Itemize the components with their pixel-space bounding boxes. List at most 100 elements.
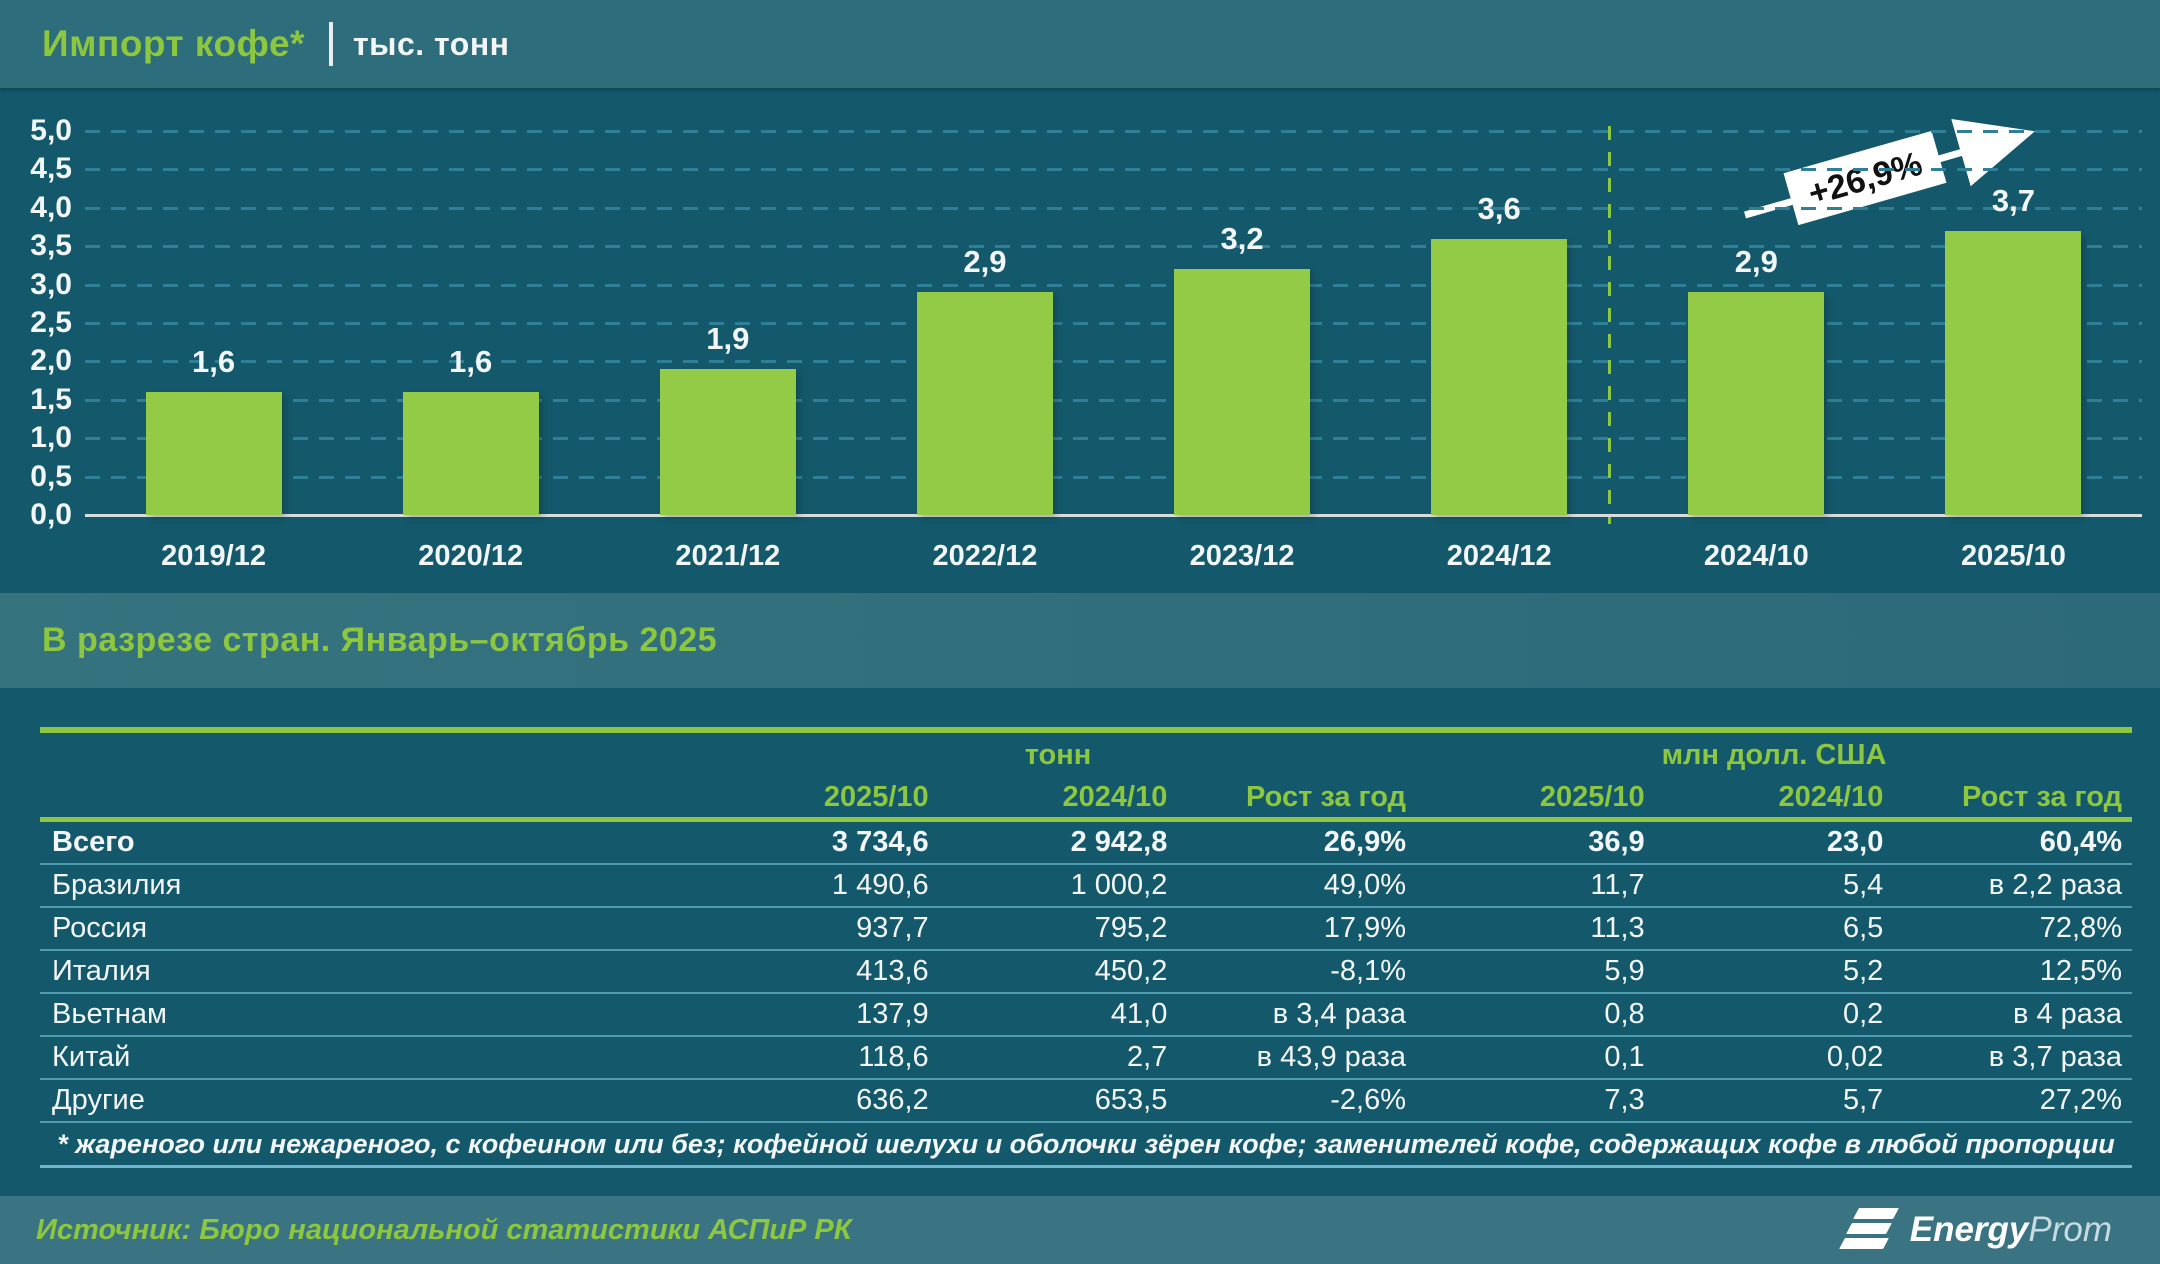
header-band: Импорт кофе* тыс. тонн: [0, 0, 2160, 88]
x-tick-label: 2025/10: [1961, 540, 2066, 572]
table-cell: 0,1: [1604, 1041, 1645, 1073]
bar-value-label: 2,9: [1734, 244, 1778, 280]
bar-slot: 1,9: [599, 131, 856, 515]
table-row-Китай: Китай 118,6 2,7 в 43,9 раза 0,1 0,02 в 3,7 раз…: [40, 1037, 2132, 1080]
row-label: Всего: [52, 826, 135, 858]
y-tick-label: 4,0: [30, 190, 72, 224]
table-cell: в 43,9 раза: [1256, 1041, 1406, 1073]
table-header-rule: [40, 817, 2132, 822]
gridline: [85, 283, 2142, 287]
bar-slot: 2,9: [856, 131, 1113, 515]
footer-band: Источник: Бюро национальной статистики А…: [0, 1196, 2160, 1264]
bar-slot: 2,9: [1628, 131, 1885, 515]
x-tick-label: 2024/10: [1703, 540, 1809, 572]
table-cell: 1 000,2: [1070, 869, 1168, 901]
table-cell: 41,0: [1110, 998, 1168, 1030]
table-cell: 653,5: [1094, 1084, 1168, 1116]
x-tick-label: 2023/12: [1189, 540, 1295, 572]
table-row-Россия: Россия 937,7 795,2 17,9% 11,3 6,5 72,8%: [40, 908, 2132, 951]
table-cell: 36,9: [1588, 826, 1645, 858]
table-cell: -2,6%: [1330, 1084, 1406, 1116]
row-label: Россия: [52, 912, 148, 944]
bar-slot: 3,6: [1371, 131, 1628, 515]
y-tick-label: 3,5: [30, 229, 72, 263]
y-tick-label: 2,5: [30, 306, 72, 339]
column-header: Рост за год: [1962, 780, 2122, 813]
row-label: Вьетнам: [52, 998, 167, 1030]
table-cell: 0,8: [1604, 998, 1645, 1030]
x-axis-labels: 2019/12 2020/12 2021/12 2022/12 2023/12 2024/…: [85, 540, 2142, 573]
table-cell: 11,3: [1590, 912, 1645, 944]
table-cell: -8,1%: [1330, 955, 1406, 987]
growth-arrow-annotation: +26,9%: [1744, 118, 2035, 226]
x-tick-label: 2024/12: [1446, 540, 1552, 572]
bar-value-label: 1,6: [192, 344, 236, 380]
table-cell: 17,9%: [1323, 912, 1406, 944]
y-tick-label: 1,0: [30, 421, 72, 455]
table-row-Вьетнам: Вьетнам 137,9 41,0 в 3,4 раза 0,8 0,2 в 4 раза: [40, 994, 2132, 1037]
group-header: тонн: [1024, 738, 1092, 771]
table-cell: 795,2: [1094, 912, 1168, 944]
logo-text-prom: Prom: [2028, 1210, 2112, 1249]
gridline: [85, 322, 2142, 325]
bar-2019/12: [145, 392, 282, 515]
table-cell: 72,8%: [2039, 912, 2122, 944]
table-cell: 6,5: [1843, 912, 1884, 944]
bar-slot: 1,6: [342, 131, 599, 515]
bar-value-label: 1,9: [706, 321, 750, 357]
table-cell: 636,2: [856, 1084, 929, 1116]
table-cell: 5,9: [1604, 955, 1645, 987]
growth-label-box: [1783, 130, 1947, 226]
section-title: В разрезе стран. Январь–октябрь 2025: [42, 621, 718, 659]
bar-2024/12: [1431, 238, 1568, 515]
bar-2022/12: [916, 292, 1053, 515]
table-group-header-row: тонн млн долл. США: [40, 733, 2132, 777]
table-row-Бразилия: Бразилия 1 490,6 1 000,2 49,0% 11,7 5,4 в 2,2 …: [40, 865, 2132, 908]
table-cell: 26,9%: [1323, 826, 1406, 858]
gridline: [85, 206, 2142, 210]
table-cell: 5,7: [1843, 1084, 1884, 1116]
table-cell: в 4 раза: [2012, 998, 2122, 1030]
table-row-Всего: Всего 3 734,6 2 942,8 26,9% 36,9 23,0 60,4%: [40, 822, 2132, 865]
table-cell: 0,02: [1826, 1041, 1884, 1073]
table-cell: 7,3: [1604, 1084, 1645, 1116]
table-cell: 5,2: [1843, 955, 1884, 987]
column-header: 2025/10: [1539, 780, 1645, 813]
bar-2025/10: [1945, 230, 2082, 515]
table-row-Италия: Италия 413,6 450,2 -8,1% 5,9 5,2 12,5%: [40, 951, 2132, 994]
y-tick-label: 0,0: [30, 498, 72, 531]
table-cell: 137,9: [856, 998, 929, 1030]
source-text: Источник: Бюро национальной статистики А…: [36, 1213, 852, 1246]
y-tick-label: 4,5: [30, 152, 72, 186]
table-footnote: * жареного или нежареного, с кофеином ил…: [40, 1121, 2132, 1168]
bar-slot: 3,2: [1114, 131, 1371, 515]
gridline: [85, 360, 2142, 364]
bar-slot: 1,6: [85, 131, 342, 515]
column-header: 2024/10: [1778, 780, 1884, 813]
table-cell: 2,7: [1127, 1041, 1168, 1073]
y-tick-label: 0,5: [30, 459, 72, 493]
table-column-header-row: 2025/10 2024/10 Рост за год 2025/10 2024/10 Р…: [40, 777, 2132, 817]
table-cell: 23,0: [1826, 826, 1884, 858]
x-tick-label: 2019/12: [161, 540, 266, 572]
table-cell: 118,6: [858, 1041, 929, 1073]
table-top-rule: [40, 727, 2132, 733]
table-cell: в 3,4 раза: [1272, 998, 1406, 1030]
table-cell: 12,5%: [2039, 955, 2122, 987]
bar-slot: 3,7: [1885, 131, 2142, 515]
table-cell: в 3,7 раза: [1988, 1041, 2122, 1073]
bar-2024/10: [1688, 292, 1825, 515]
x-axis-line: [85, 514, 2142, 517]
column-header: Рост за год: [1246, 780, 1406, 813]
table-row-Другие: Другие 636,2 653,5 -2,6% 7,3 5,7 27,2%: [40, 1080, 2132, 1121]
bars-container: 1,6 1,6 1,9 2,9 3,2 3,6 2,9 3,7: [85, 131, 2142, 515]
column-header: 2024/10: [1062, 780, 1168, 813]
gridline: [85, 437, 2142, 441]
bar-value-label: 3,6: [1477, 190, 1521, 226]
bar-chart: +26,9% 5,0 4,5 4,0 3,5 3,0 2,5 2,0 1,5 1,0 0,5 0,0…: [0, 88, 2160, 593]
group-header: млн долл. США: [1661, 738, 1887, 771]
table-cell: 27,2%: [2039, 1084, 2122, 1116]
bar-value-label: 2,9: [963, 244, 1007, 280]
bar-value-label: 3,2: [1220, 221, 1264, 257]
